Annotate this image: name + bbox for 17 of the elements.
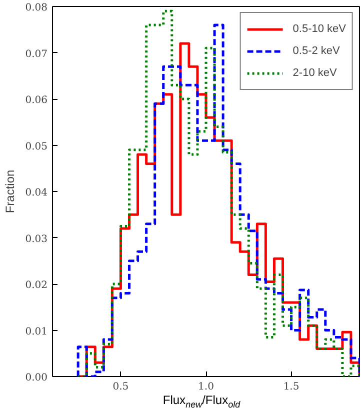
x-tick-label: 1.5	[283, 382, 300, 392]
y-tick-label: 0.05	[25, 141, 48, 152]
x-axis-title: Flux$_{new}$/Flux$_{old}$	[162, 392, 242, 412]
y-tick-label: 0.08	[25, 2, 48, 14]
legend-label: 2-10 keV	[292, 67, 337, 79]
x-tick-label: 1.0	[198, 382, 214, 392]
y-tick-label: 0.01	[25, 326, 48, 338]
y-tick-label: 0.04	[25, 188, 48, 198]
legend-label: 0.5-10 keV	[292, 23, 346, 35]
y-tick-label: 0.02	[25, 280, 48, 291]
x-tick-label: 0.5	[112, 382, 129, 392]
legend-label: 0.5-2 keV	[292, 45, 340, 57]
y-axis-title: Fraction	[3, 170, 18, 214]
y-tick-label: 0.03	[25, 234, 48, 245]
y-tick-label: 0.00	[25, 372, 48, 384]
y-tick-label: 0.06	[25, 95, 48, 106]
y-tick-label: 0.07	[25, 48, 48, 60]
